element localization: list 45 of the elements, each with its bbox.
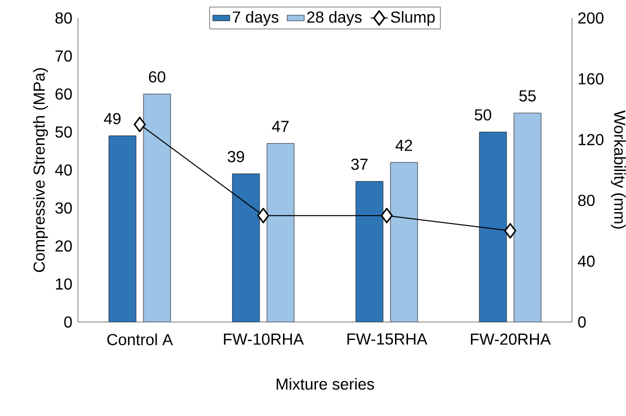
- y-tick-label: 50: [55, 126, 72, 138]
- bar: [390, 162, 418, 322]
- data-label: 37: [351, 158, 368, 170]
- data-label: 49: [104, 113, 121, 124]
- point: [380, 208, 393, 224]
- y-tick-label: 30: [55, 202, 72, 214]
- y-tick-label: 20: [56, 240, 72, 252]
- y2-tick-label: 120: [578, 134, 604, 146]
- data-label: 60: [148, 71, 166, 82]
- y2-tick-label: 160: [578, 73, 604, 84]
- data-label: 55: [519, 90, 536, 102]
- bar: [232, 174, 260, 322]
- bar: [479, 132, 507, 322]
- y-tick-label: 40: [55, 164, 72, 176]
- legend-label: Slump: [390, 11, 435, 26]
- x-tick-label: Control A: [107, 334, 173, 346]
- y2-tick-label: 40: [578, 256, 595, 267]
- x-tick-label: FW-10RHA: [224, 334, 304, 345]
- y-tick-label: 60: [56, 88, 72, 100]
- y-tick-label: 70: [56, 50, 72, 62]
- bar: [514, 112, 542, 322]
- y2-tick-label: 80: [578, 194, 595, 206]
- bar: [266, 143, 294, 322]
- data-label: 42: [396, 140, 412, 151]
- bar: [143, 94, 171, 322]
- x-tick-label: FW-20RHA: [470, 334, 551, 345]
- data-label: 47: [272, 120, 289, 132]
- legend-label: 7 days: [232, 11, 278, 26]
- y-tick-label: 10: [56, 278, 72, 290]
- x-tick-label: FW-15RHA: [347, 334, 428, 345]
- y-tick-label: 80: [55, 12, 72, 24]
- point: [504, 223, 516, 239]
- point: [257, 208, 270, 224]
- data-label: 50: [474, 109, 492, 120]
- bar: [108, 136, 136, 322]
- y2-axis-title: Workability (mm): [610, 110, 626, 229]
- legend-label: 28 days: [307, 11, 362, 26]
- data-label: 39: [228, 151, 244, 162]
- point: [134, 116, 146, 132]
- y-axis-title: Compressive Strength (MPa): [33, 68, 48, 272]
- y-tick-label: 0: [64, 316, 72, 328]
- y2-tick-label: 200: [578, 12, 604, 24]
- y2-tick-label: 0: [578, 316, 586, 328]
- x-axis-title: Mixture series: [276, 378, 374, 390]
- bar: [356, 181, 384, 322]
